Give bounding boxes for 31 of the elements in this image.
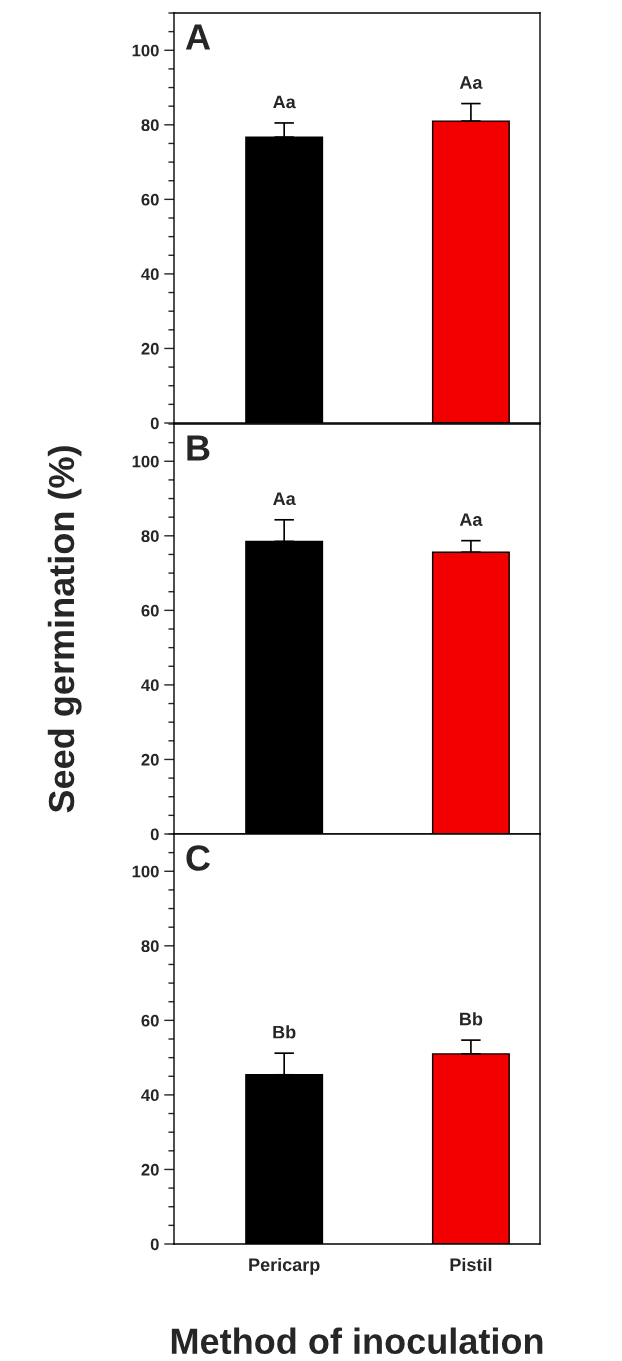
x-tick-label: Pistil (450, 1257, 492, 1272)
y-tick-label: 80 (141, 940, 159, 953)
y-tick-label: 60 (141, 604, 159, 617)
annotation: Aa (273, 95, 296, 109)
x-axis-title: Method of inoculation (171, 1327, 543, 1355)
y-tick-label: 80 (141, 530, 159, 543)
chart-title: A (185, 24, 211, 50)
y-tick-label: 0 (150, 828, 159, 841)
chart-title: C (186, 845, 211, 871)
y-tick-label: 20 (141, 342, 159, 355)
y-tick-label: 100 (132, 865, 159, 878)
y-tick-label: 20 (141, 753, 159, 766)
y-tick-label: 100 (132, 455, 159, 468)
annotation: Aa (459, 513, 483, 526)
y-tick-label: 0 (150, 417, 159, 430)
y-tick-label: 20 (141, 1163, 159, 1176)
annotation: Bb (460, 1012, 483, 1026)
chart-title: B (187, 435, 210, 461)
annotation: Bb (273, 1025, 296, 1039)
y-tick-label: 40 (141, 1089, 159, 1102)
annotation: Aa (459, 76, 483, 89)
y-tick-label: 40 (141, 679, 159, 692)
y-tick-label: 80 (141, 119, 159, 132)
y-tick-label: 40 (141, 268, 159, 281)
y-tick-label: 60 (141, 193, 159, 206)
y-tick-label: 100 (132, 44, 159, 57)
y-tick-label: 0 (150, 1238, 159, 1251)
y-axis-title: Seed germination (%) (47, 446, 82, 813)
y-tick-label: 60 (141, 1014, 159, 1027)
x-tick-label: Pericarp (249, 1257, 320, 1275)
annotation: Aa (273, 492, 296, 506)
